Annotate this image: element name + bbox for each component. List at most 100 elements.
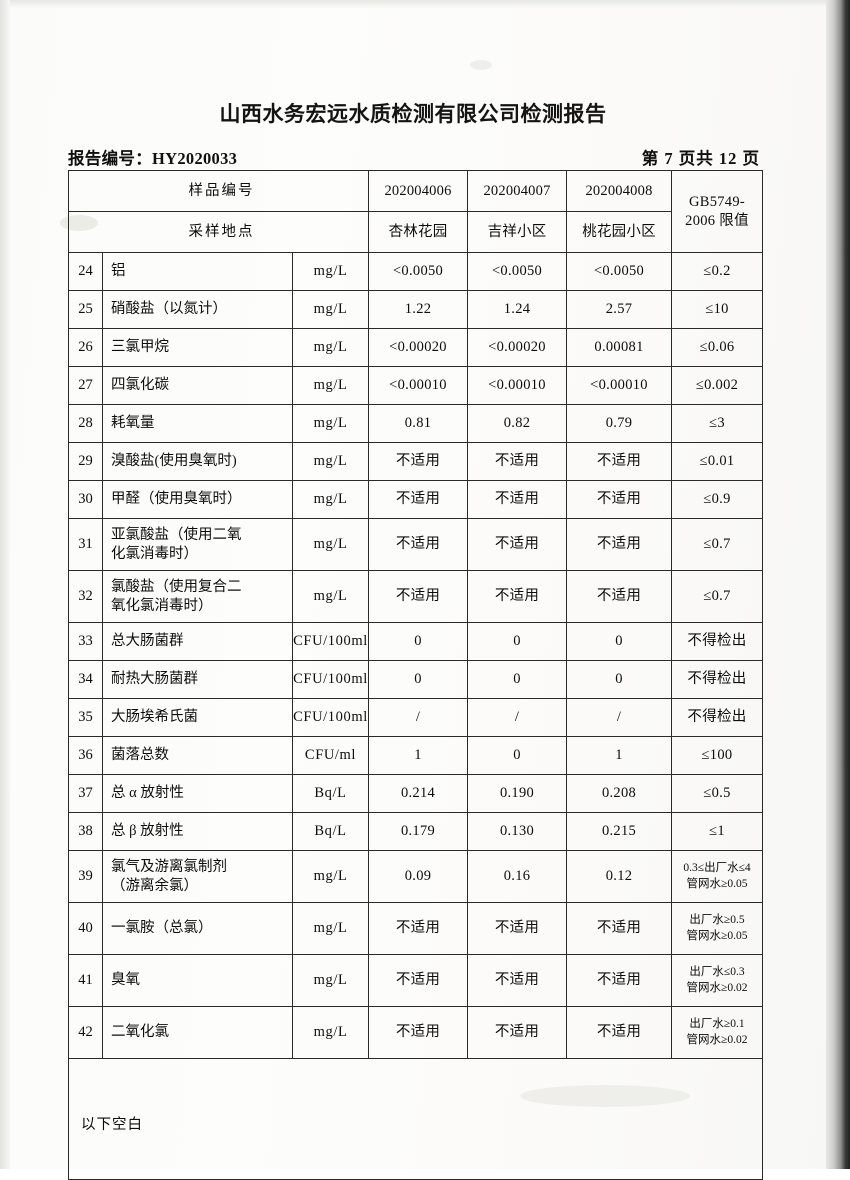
- result-sample-3: 0.79: [566, 404, 673, 443]
- standard-limit: 0.3≤出厂水≤4 管网水≥0.05: [671, 850, 764, 903]
- result-sample-1: 1: [368, 736, 469, 775]
- result-sample-1: 不适用: [368, 518, 469, 571]
- result-sample-3: 不适用: [566, 570, 673, 623]
- result-sample-3: 0.00081: [566, 328, 673, 367]
- result-sample-2: <0.0050: [467, 252, 568, 291]
- table-row: 27 四氯化碳 mg/L <0.00010 <0.00010 <0.00010 ≤0.002: [68, 366, 764, 405]
- parameter-name: 三氯甲烷: [102, 328, 293, 367]
- parameter-name: 氯气及游离氯制剂 （游离余氯）: [102, 850, 293, 903]
- sample-site-3: 桃花园小区: [566, 211, 673, 253]
- table-row: 24 铝 mg/L <0.0050 <0.0050 <0.0050 ≤0.2: [68, 252, 764, 291]
- standard-limit: 不得检出: [671, 698, 764, 737]
- scan-edge-right: [826, 0, 850, 1169]
- table-row: 37 总 α 放射性 Bq/L 0.214 0.190 0.208 ≤0.5: [68, 774, 764, 813]
- result-sample-2: 0.130: [467, 812, 568, 851]
- result-sample-3: 不适用: [566, 902, 673, 955]
- table-row: 40 一氯胺（总氯） mg/L 不适用 不适用 不适用 出厂水≥0.5 管网水≥0.05: [68, 902, 764, 955]
- table-row: 41 臭氧 mg/L 不适用 不适用 不适用 出厂水≤0.3 管网水≥0.02: [68, 954, 764, 1007]
- parameter-name: 二氧化氯: [102, 1006, 293, 1059]
- standard-limit: ≤0.7: [671, 570, 764, 623]
- result-sample-1: 不适用: [368, 954, 469, 1007]
- table-row: 31 亚氯酸盐（使用二氧 化氯消毒时） mg/L 不适用 不适用 不适用 ≤0.7: [68, 518, 764, 571]
- parameter-name: 大肠埃希氏菌: [102, 698, 293, 737]
- unit-value: CFU/100ml: [291, 698, 370, 737]
- row-number: 29: [68, 442, 103, 481]
- result-sample-1: 0.179: [368, 812, 469, 851]
- unit-value: mg/L: [291, 902, 370, 955]
- row-number: 26: [68, 328, 103, 367]
- scan-edge-left: [0, 0, 10, 1169]
- result-sample-1: <0.00020: [368, 328, 469, 367]
- result-sample-3: <0.00010: [566, 366, 673, 405]
- parameter-name: 臭氧: [102, 954, 293, 1007]
- row-number: 25: [68, 290, 103, 329]
- result-sample-1: 不适用: [368, 570, 469, 623]
- table-row: 32 氯酸盐（使用复合二 氧化氯消毒时） mg/L 不适用 不适用 不适用 ≤0.7: [68, 570, 764, 623]
- result-sample-1: 不适用: [368, 902, 469, 955]
- standard-limit: ≤0.9: [671, 480, 764, 519]
- row-number: 40: [68, 902, 103, 955]
- result-sample-2: 0: [467, 622, 568, 661]
- result-sample-1: /: [368, 698, 469, 737]
- row-number: 31: [68, 518, 103, 571]
- result-sample-3: 0: [566, 622, 673, 661]
- table-row: 39 氯气及游离氯制剂 （游离余氯） mg/L 0.09 0.16 0.12 0.3≤出厂水…: [68, 850, 764, 903]
- result-sample-3: 不适用: [566, 954, 673, 1007]
- parameter-name: 总大肠菌群: [102, 622, 293, 661]
- standard-limit: 出厂水≤0.3 管网水≥0.02: [671, 954, 764, 1007]
- parameter-name: 耐热大肠菌群: [102, 660, 293, 699]
- standard-code-line2: 2006 限值: [685, 212, 749, 229]
- table-row: 36 菌落总数 CFU/ml 1 0 1 ≤100: [68, 736, 764, 775]
- result-sample-2: 不适用: [467, 480, 568, 519]
- row-number: 36: [68, 736, 103, 775]
- scan-edge-top: [0, 0, 850, 8]
- result-sample-3: 不适用: [566, 1006, 673, 1059]
- page-title: 山西水务宏远水质检测有限公司检测报告: [219, 102, 607, 126]
- result-sample-1: 0.214: [368, 774, 469, 813]
- result-sample-2: 不适用: [467, 570, 568, 623]
- result-sample-3: 0: [566, 660, 673, 699]
- standard-limit: 不得检出: [671, 660, 764, 699]
- sample-no-3: 202004008: [566, 170, 673, 212]
- report-number-value: HY2020033: [152, 149, 238, 168]
- result-sample-3: 不适用: [566, 518, 673, 571]
- sample-site-2: 吉祥小区: [467, 211, 568, 253]
- unit-value: CFU/100ml: [291, 660, 370, 699]
- parameter-name: 硝酸盐（以氮计）: [102, 290, 293, 329]
- result-sample-2: /: [467, 698, 568, 737]
- table-row: 26 三氯甲烷 mg/L <0.00020 <0.00020 0.00081 ≤0.06: [68, 328, 764, 367]
- row-number: 27: [68, 366, 103, 405]
- table-row: 33 总大肠菌群 CFU/100ml 0 0 0 不得检出: [68, 622, 764, 661]
- result-sample-2: 0: [467, 660, 568, 699]
- sample-no-1: 202004006: [368, 170, 469, 212]
- result-sample-1: 0: [368, 660, 469, 699]
- unit-value: mg/L: [291, 366, 370, 405]
- blank-below-note: 以下空白: [67, 1058, 764, 1180]
- row-number: 24: [68, 252, 103, 291]
- result-sample-2: 0.16: [467, 850, 568, 903]
- page-indicator: 第 7 页共 12 页: [641, 149, 760, 168]
- row-number: 28: [68, 404, 103, 443]
- sample-no-label: 样品编号: [67, 170, 370, 212]
- result-sample-2: 0.190: [467, 774, 568, 813]
- parameter-name: 铝: [102, 252, 293, 291]
- result-sample-1: 不适用: [368, 480, 469, 519]
- standard-limit: 出厂水≥0.5 管网水≥0.05: [671, 902, 764, 955]
- table-header-row-sample-site: 采样地点 杏林花园 吉祥小区 桃花园小区: [67, 211, 763, 253]
- result-sample-3: <0.0050: [566, 252, 673, 291]
- result-sample-1: <0.00010: [368, 366, 469, 405]
- unit-value: mg/L: [291, 480, 370, 519]
- table-row: 38 总 β 放射性 Bq/L 0.179 0.130 0.215 ≤1: [68, 812, 764, 851]
- table-footer-row: 以下空白: [67, 1058, 764, 1180]
- unit-value: mg/L: [291, 570, 370, 623]
- parameter-name: 总 β 放射性: [102, 812, 293, 851]
- standard-limit: ≤0.5: [671, 774, 764, 813]
- report-number-label: 报告编号：: [68, 149, 152, 168]
- result-sample-3: 0.215: [566, 812, 673, 851]
- standard-limit: ≤0.2: [671, 252, 764, 291]
- parameter-name: 亚氯酸盐（使用二氧 化氯消毒时）: [102, 518, 293, 571]
- parameter-name: 总 α 放射性: [102, 774, 293, 813]
- sample-site-1: 杏林花园: [368, 211, 469, 253]
- report-meta: 报告编号：HY2020033 第 7 页共 12 页: [68, 145, 760, 169]
